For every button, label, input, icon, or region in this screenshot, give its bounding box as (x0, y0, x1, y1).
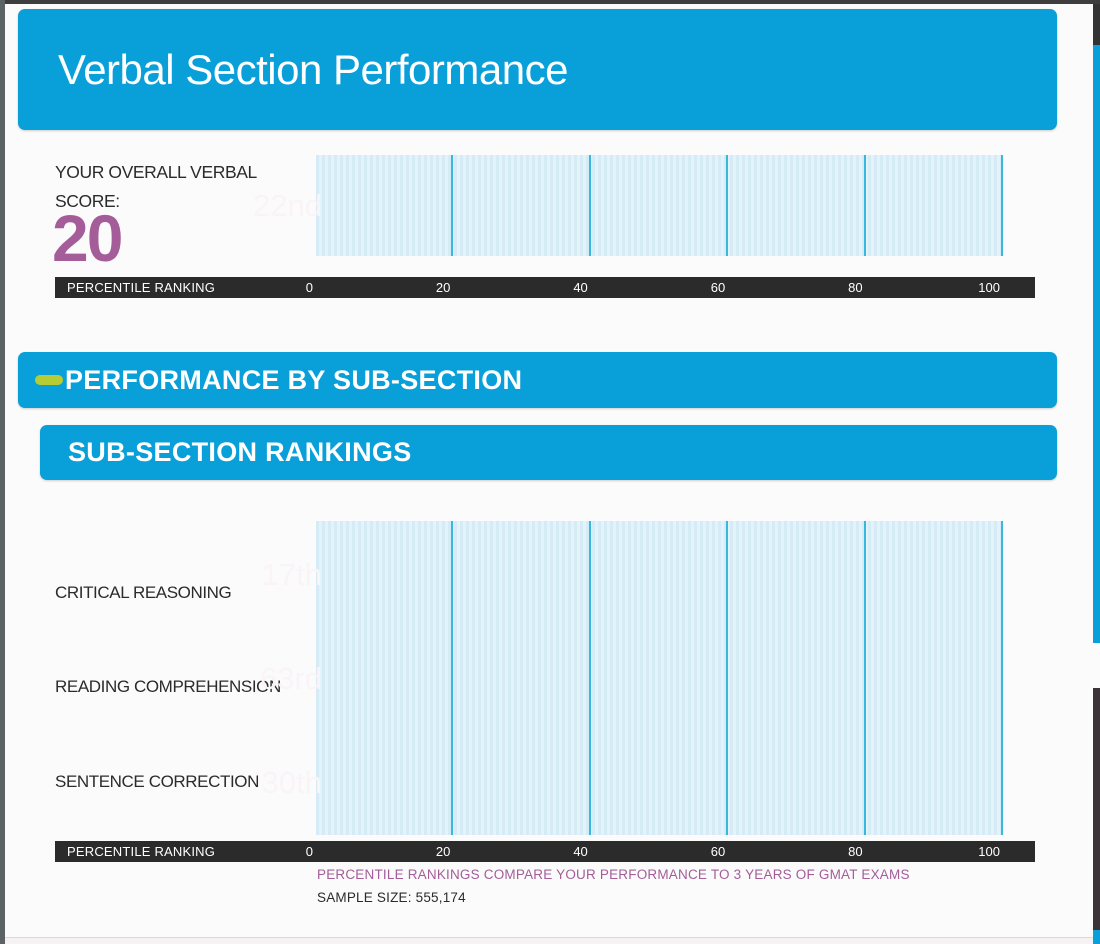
category-label-sentence-correction: SENTENCE CORRECTION (55, 772, 259, 791)
axis-tick-100: 100 (978, 844, 1000, 859)
performance-by-subsection-banner[interactable]: PERFORMANCE BY SUB-SECTION (18, 352, 1057, 408)
axis-tick-40: 40 (573, 844, 588, 859)
window-left-edge (0, 0, 5, 944)
gridline-20 (451, 155, 454, 256)
category-label-reading-comprehension: READING COMPREHENSION (55, 677, 281, 696)
percentile-axis-subsection: PERCENTILE RANKING 0 20 40 60 80 100 (55, 841, 1035, 862)
overall-percentile-chart: 22nd (253, 155, 1003, 256)
page-title-banner: Verbal Section Performance (18, 9, 1057, 130)
axis-tick-0: 0 (305, 280, 313, 295)
performance-by-subsection-label: PERFORMANCE BY SUB-SECTION (65, 364, 523, 395)
axis-tick-60: 60 (710, 844, 726, 859)
overall-score-label-line1: YOUR OVERALL VERBAL (55, 162, 257, 182)
gridline-80 (863, 521, 866, 835)
window-top-edge (0, 0, 1100, 4)
gridline-60 (726, 521, 729, 835)
subsection-rankings-banner: SUB-SECTION RANKINGS (40, 425, 1057, 480)
axis-tick-20: 20 (435, 844, 451, 859)
overall-score-value: 20 (52, 201, 123, 275)
gridline-40 (588, 155, 591, 256)
right-edge-dark-segment-lower (1093, 688, 1100, 930)
overall-score-label: YOUR OVERALL VERBAL SCORE: (55, 158, 305, 216)
axis-tick-60: 60 (710, 280, 726, 295)
sentence-correction-value: 30th (261, 765, 322, 800)
page-title: Verbal Section Performance (58, 45, 568, 93)
gridline-40 (588, 521, 591, 835)
gridline-60 (726, 155, 729, 256)
window-right-edge (1093, 0, 1100, 944)
sample-size-footnote: SAMPLE SIZE: 555,174 (317, 890, 466, 905)
critical-reasoning-value: 17th (261, 557, 322, 592)
axis-label: PERCENTILE RANKING (67, 280, 216, 295)
axis-ticks: 0 20 40 60 80 100 (306, 277, 1003, 298)
axis-ticks: 0 20 40 60 80 100 (306, 841, 1003, 862)
overall-score-label-line2: SCORE: (55, 191, 120, 211)
subsection-percentile-chart: 17th 63rd 30th (260, 521, 1003, 835)
percentile-axis-overall: PERCENTILE RANKING 0 20 40 60 80 100 (55, 277, 1035, 298)
bottom-divider (5, 937, 1093, 944)
gridline-100 (1001, 521, 1003, 835)
axis-tick-80: 80 (848, 280, 863, 295)
axis-tick-80: 80 (848, 844, 863, 859)
right-edge-dark-segment (1093, 4, 1100, 45)
overall-percentile-value: 22nd (253, 187, 322, 223)
right-edge-blue-segment-bottom (1093, 930, 1100, 944)
gridline-20 (451, 521, 454, 835)
percentile-footnote: PERCENTILE RANKINGS COMPARE YOUR PERFORM… (317, 867, 910, 882)
right-edge-blue-segment (1093, 45, 1100, 643)
axis-label: PERCENTILE RANKING (67, 844, 216, 859)
gridline-80 (863, 155, 866, 256)
axis-tick-20: 20 (435, 280, 451, 295)
subsection-rankings-label: SUB-SECTION RANKINGS (68, 437, 412, 467)
axis-tick-0: 0 (305, 844, 313, 859)
collapse-dash-icon (35, 375, 63, 385)
category-label-critical-reasoning: CRITICAL REASONING (55, 583, 232, 602)
reading-comprehension-value: 63rd (259, 661, 322, 696)
axis-tick-40: 40 (573, 280, 588, 295)
gridline-100 (1001, 155, 1003, 256)
axis-tick-100: 100 (978, 280, 1000, 295)
